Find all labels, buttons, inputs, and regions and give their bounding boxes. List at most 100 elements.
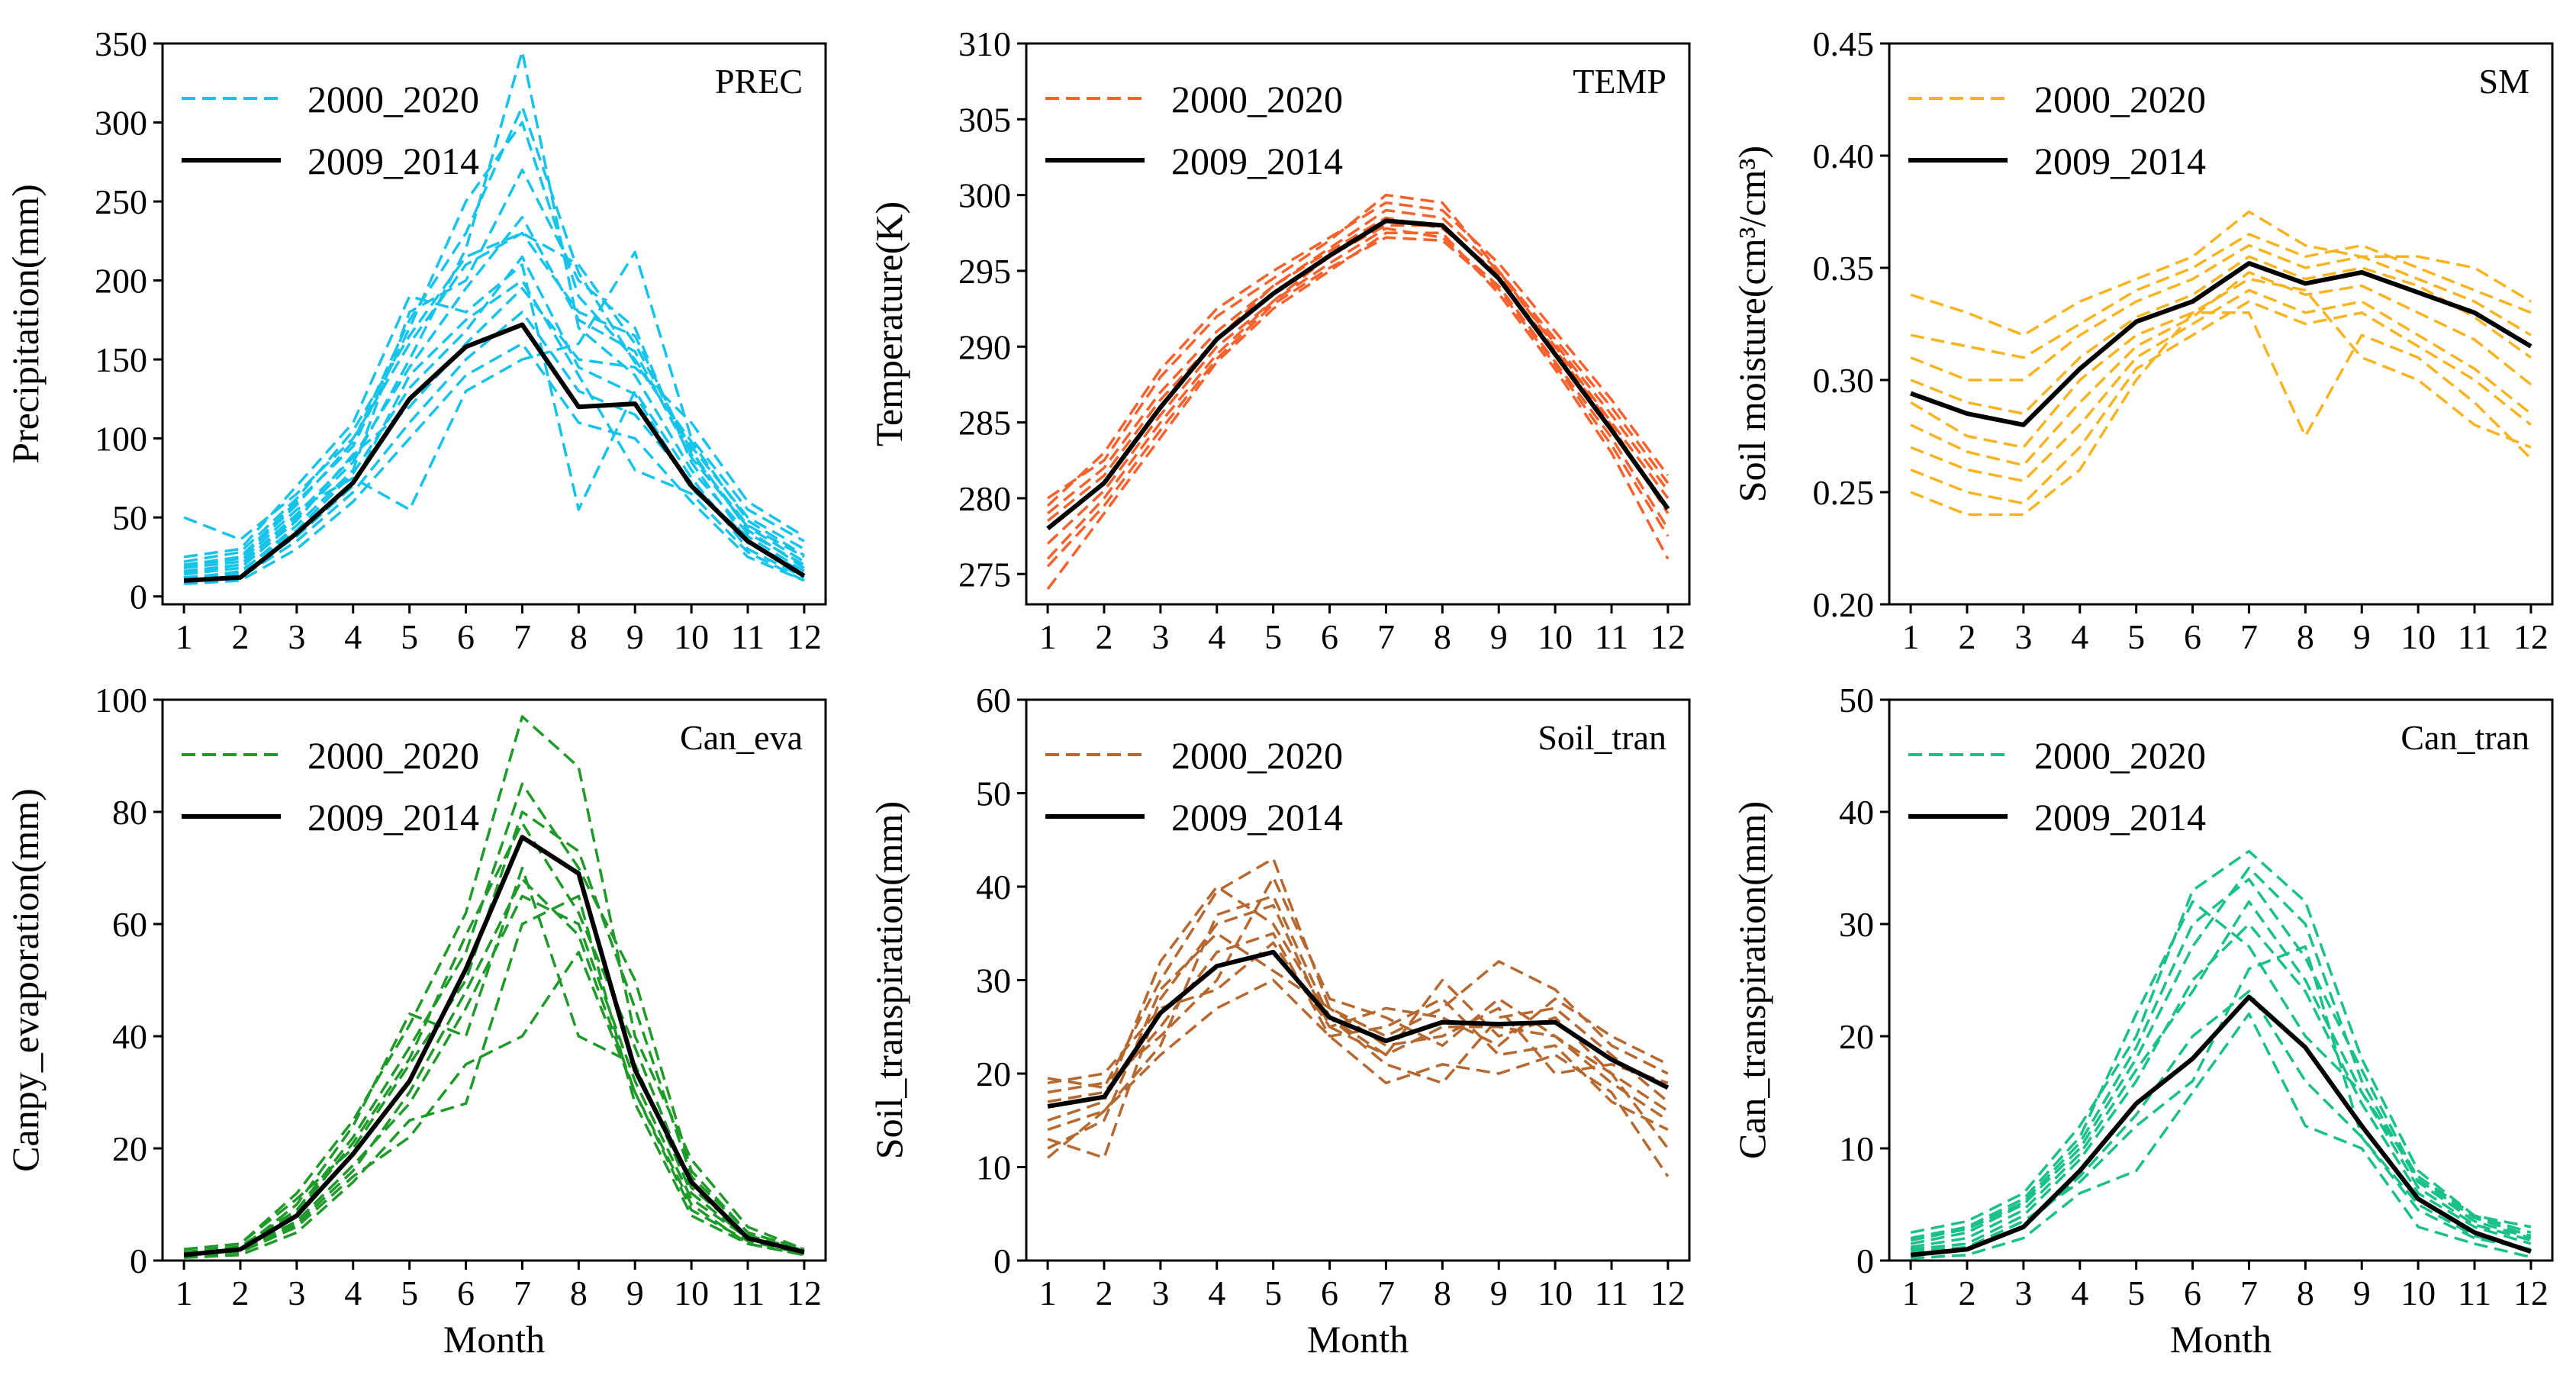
series-line-ensemble [1910, 300, 2532, 505]
y-tick-label: 0.25 [1813, 473, 1875, 512]
y-axis-label: Soil moisture(cm³/cm³) [1731, 146, 1773, 502]
x-tick-label: 1 [1039, 617, 1057, 656]
series-line-ensemble [184, 894, 805, 1260]
y-tick-label: 285 [958, 404, 1011, 443]
plot-frame [1025, 698, 1691, 1262]
x-tick-label: 4 [1208, 617, 1225, 656]
x-tick-label: 11 [1595, 617, 1628, 656]
x-tick-label: 9 [2353, 1274, 2371, 1312]
series-line-ensemble [1910, 900, 2532, 1249]
series-line-ensemble [1047, 193, 1670, 500]
series-line-ensemble [183, 50, 805, 575]
panel-title: Can_tran [2401, 718, 2529, 757]
series-line-ensemble [1046, 231, 1670, 591]
series-line-ensemble [1910, 923, 2532, 1251]
legend-label-ensemble: 2000_2020 [308, 78, 479, 121]
y-tick-label: 300 [958, 176, 1011, 215]
y-tick-label: 305 [958, 100, 1011, 139]
y-tick-label: 290 [958, 327, 1011, 366]
x-tick-label: 2 [1958, 617, 1975, 656]
x-tick-label: 8 [570, 617, 588, 656]
y-tick-label: 275 [958, 555, 1011, 594]
series-line-ensemble [184, 342, 805, 585]
x-tick-label: 1 [175, 1274, 193, 1312]
y-tick-label: 0 [130, 1241, 147, 1280]
x-tick-label: 7 [2240, 617, 2258, 656]
series-line-ensemble [1910, 849, 2532, 1235]
x-tick-label: 10 [674, 1274, 709, 1312]
y-tick-label: 40 [976, 868, 1011, 906]
x-axis-label: Month [1307, 1318, 1409, 1361]
x-tick-label: 4 [344, 617, 362, 656]
x-tick-label: 8 [2297, 617, 2314, 656]
series-line-ensemble [183, 263, 805, 579]
y-tick-label: 20 [112, 1129, 147, 1168]
series-line-ensemble [183, 287, 805, 576]
x-tick-label: 6 [457, 617, 475, 656]
series-line-ensemble [183, 821, 805, 1254]
x-tick-label: 12 [2513, 617, 2549, 656]
series-line-mean [1047, 949, 1670, 1109]
series-line-ensemble [183, 215, 805, 573]
y-tick-label: 0 [993, 1241, 1011, 1280]
x-tick-label: 9 [2353, 617, 2371, 656]
x-tick-label: 6 [1321, 1274, 1338, 1312]
y-tick-label: 60 [112, 905, 147, 944]
series-line-ensemble [1910, 900, 2532, 1240]
legend-label-mean: 2009_2014 [1171, 140, 1343, 182]
series-line-ensemble [1047, 857, 1669, 1090]
x-tick-label: 10 [1538, 617, 1573, 656]
series-line-ensemble [1046, 978, 1670, 1177]
x-tick-label: 1 [1902, 1274, 1920, 1312]
x-tick-label: 11 [2458, 1274, 2491, 1312]
x-tick-label: 9 [626, 1274, 644, 1312]
series-line-mean [1046, 218, 1670, 531]
x-tick-label: 5 [2127, 1274, 2145, 1312]
x-tick-label: 10 [1538, 1274, 1573, 1312]
series-line-ensemble [1047, 885, 1670, 1122]
x-tick-label: 7 [2240, 1274, 2258, 1312]
x-tick-label: 4 [1208, 1274, 1225, 1312]
y-tick-label: 80 [112, 793, 147, 832]
series-line-ensemble [1910, 210, 2532, 337]
x-tick-label: 12 [787, 617, 822, 656]
legend-label-mean: 2009_2014 [2034, 140, 2206, 182]
series-line-ensemble [1910, 271, 2532, 467]
y-tick-label: 30 [1839, 905, 1874, 944]
y-tick-label: 250 [95, 182, 147, 221]
x-tick-label: 7 [1377, 617, 1395, 656]
y-tick-label: 100 [95, 420, 147, 459]
x-tick-label: 4 [344, 1274, 362, 1312]
x-tick-label: 10 [2401, 617, 2436, 656]
x-tick-label: 5 [401, 617, 418, 656]
series-line-ensemble [183, 168, 805, 579]
y-tick-label: 20 [1839, 1017, 1874, 1056]
y-tick-label: 350 [95, 24, 147, 63]
series-line-ensemble [1046, 201, 1670, 507]
x-tick-label: 9 [626, 617, 644, 656]
panel-prec: 1 2 3 4 5 6 7 8 9 10 11 12050100150200250300350Prec… [4, 24, 827, 656]
x-tick-label: 11 [1595, 1274, 1628, 1312]
x-tick-label: 12 [1650, 1274, 1686, 1312]
x-axis-label: Month [2170, 1318, 2272, 1361]
x-tick-label: 12 [787, 1274, 822, 1312]
plot-frame [1888, 698, 2554, 1262]
legend-label-ensemble: 2000_2020 [308, 734, 479, 777]
series-line-ensemble [1047, 876, 1669, 1122]
series-line-mean [183, 835, 805, 1257]
y-tick-label: 0.40 [1813, 137, 1875, 175]
series-line-ensemble [1047, 216, 1670, 523]
series-line-ensemble [1910, 243, 2532, 382]
legend-label-ensemble: 2000_2020 [2034, 78, 2206, 121]
y-tick-label: 60 [976, 681, 1011, 720]
series-line-ensemble [183, 231, 805, 569]
series-line-ensemble [183, 250, 805, 570]
series-group [183, 715, 805, 1260]
x-tick-label: 9 [1490, 1274, 1508, 1312]
y-tick-label: 0.30 [1813, 361, 1875, 400]
series-line-ensemble [1910, 311, 2533, 517]
x-tick-label: 6 [2184, 1274, 2201, 1312]
series-line-ensemble [183, 715, 805, 1251]
x-tick-label: 9 [1490, 617, 1508, 656]
series-line-ensemble [1047, 894, 1669, 1132]
